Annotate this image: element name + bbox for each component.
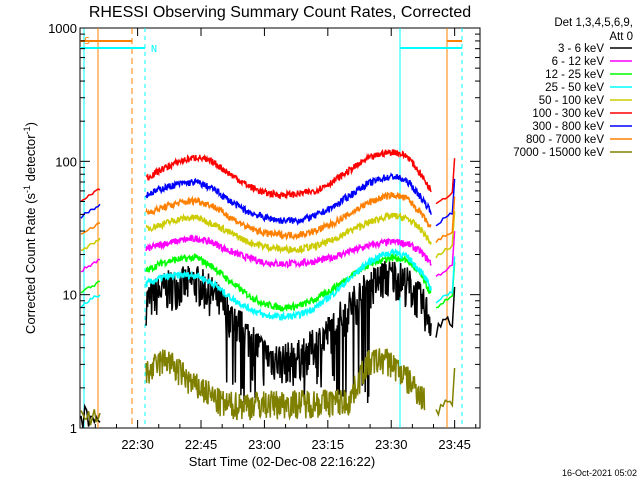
plot-area: SN: [79, 27, 481, 429]
y-axis-label-end: ): [23, 122, 38, 126]
legend-entry-label: 300 - 800 keV: [532, 121, 604, 133]
y-axis-label-sup1: -1: [22, 185, 32, 193]
y-tick-label: 1: [70, 421, 77, 436]
series-group: [80, 148, 456, 429]
series-late-segment: [435, 286, 456, 338]
y-axis-label-mid: detector: [23, 134, 38, 185]
series-late-segment: [435, 178, 456, 227]
series-early-segment: [80, 258, 101, 273]
y-tick-label: 1000: [48, 21, 77, 36]
legend-entry-label: 3 - 6 keV: [558, 43, 604, 55]
series-early-segment: [80, 294, 101, 309]
series-early-segment: [80, 403, 101, 429]
saa-flag-label: S: [84, 36, 90, 47]
legend-entry-label: 12 - 25 keV: [545, 69, 604, 81]
series-line: [145, 260, 432, 404]
legend-entry-label: 25 - 50 keV: [545, 82, 604, 94]
night-flag-label: N: [151, 44, 157, 55]
y-tick-label: 100: [55, 154, 77, 169]
legend-entry-label: 100 - 300 keV: [532, 108, 604, 120]
legend-entry-label: 800 - 7000 keV: [526, 134, 604, 146]
series-late-segment: [435, 261, 456, 309]
legend-header-line-2: Att 0: [609, 31, 633, 43]
x-tick-label: 23:15: [312, 437, 345, 452]
x-tick-label: 23:45: [438, 437, 471, 452]
x-tick-labels: 22:30 22:45 23:00 23:15 23:30 23:45: [121, 437, 471, 452]
legend-header-line-1: Det 1,3,4,5,6,9,: [554, 17, 633, 29]
flag-lines: SN: [80, 28, 463, 428]
series-late-segment: [435, 211, 456, 259]
series-12-25keV: [80, 252, 456, 313]
series-late-segment: [435, 196, 456, 244]
series-line: [145, 252, 432, 313]
series-late-segment: [435, 367, 456, 418]
series-early-segment: [80, 237, 101, 251]
legend-entry-label: 7000 - 15000 keV: [513, 147, 604, 159]
y-axis-label: Corrected Count Rate (s-1 detector-1): [22, 122, 38, 334]
x-tick-label: 22:30: [121, 437, 154, 452]
series-early-segment: [80, 280, 101, 294]
series-late-segment: [435, 256, 456, 304]
series-line: [145, 348, 426, 421]
series-3-6keV: [80, 260, 456, 429]
series-late-segment: [435, 231, 456, 277]
y-tick-labels: 1 10 100 1000: [48, 21, 77, 436]
x-tick-label: 23:00: [248, 437, 281, 452]
series-early-segment: [80, 188, 101, 203]
chart-title: RHESSI Observing Summary Count Rates, Co…: [89, 4, 471, 21]
series-line: [145, 211, 432, 255]
series-800-7000keV: [80, 191, 456, 244]
legend-entry-label: 6 - 12 keV: [552, 56, 605, 68]
ticks-group: [80, 27, 480, 429]
y-axis-label-main: Corrected Count Rate (s: [23, 193, 38, 334]
series-line: [145, 248, 432, 321]
series-early-segment: [80, 222, 101, 235]
x-axis-label: Start Time (02-Dec-08 22:16:22): [189, 454, 375, 469]
series-line: [145, 148, 432, 200]
series-7000-15000keV: [80, 348, 456, 426]
series-25-50keV: [80, 248, 456, 321]
series-50-100keV: [80, 211, 456, 259]
series-6-12keV: [80, 231, 456, 277]
y-tick-label: 10: [63, 288, 77, 303]
series-line: [145, 234, 432, 269]
x-tick-label: 22:45: [185, 437, 218, 452]
series-line: [145, 191, 432, 241]
series-early-segment: [80, 409, 101, 426]
series-line: [145, 172, 432, 226]
series-late-segment: [435, 158, 456, 205]
plot-frame: [79, 27, 481, 429]
y-axis-label-sup2: -1: [22, 126, 32, 134]
legend-entry-label: 50 - 100 keV: [539, 95, 605, 107]
x-tick-label: 23:30: [375, 437, 408, 452]
generation-timestamp: 16-Oct-2021 05:02: [562, 468, 637, 478]
series-100-300keV: [80, 148, 456, 205]
